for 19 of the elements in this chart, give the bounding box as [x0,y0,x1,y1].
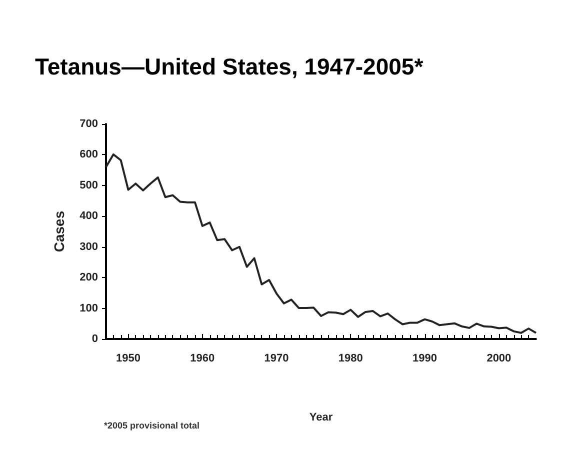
x-tick-label: 1960 [190,352,215,364]
y-tick-label: 200 [80,272,98,284]
y-tick-label: 700 [80,118,98,130]
line-series [105,153,537,334]
y-tick-label: 300 [80,240,98,253]
x-tick-label: 2000 [486,352,512,364]
y-tick-label: 100 [80,302,98,314]
y-axis-title: Cases [51,210,67,252]
x-axis-title: Year [309,412,334,424]
text: *2005 provisional total [104,420,200,430]
y-tick-label: 500 [80,179,98,192]
y-tick-label: 0 [92,333,98,345]
x-tick-label: 1980 [338,352,363,364]
x-tick-label: 1990 [412,352,438,364]
y-tick-label: 400 [80,210,98,222]
x-tick-label: 1950 [116,352,140,364]
chart-title: Tetanus—United States, 1947-2005* [35,54,424,80]
y-tick-label: 600 [80,148,98,161]
x-tick-label: 1970 [264,352,289,364]
